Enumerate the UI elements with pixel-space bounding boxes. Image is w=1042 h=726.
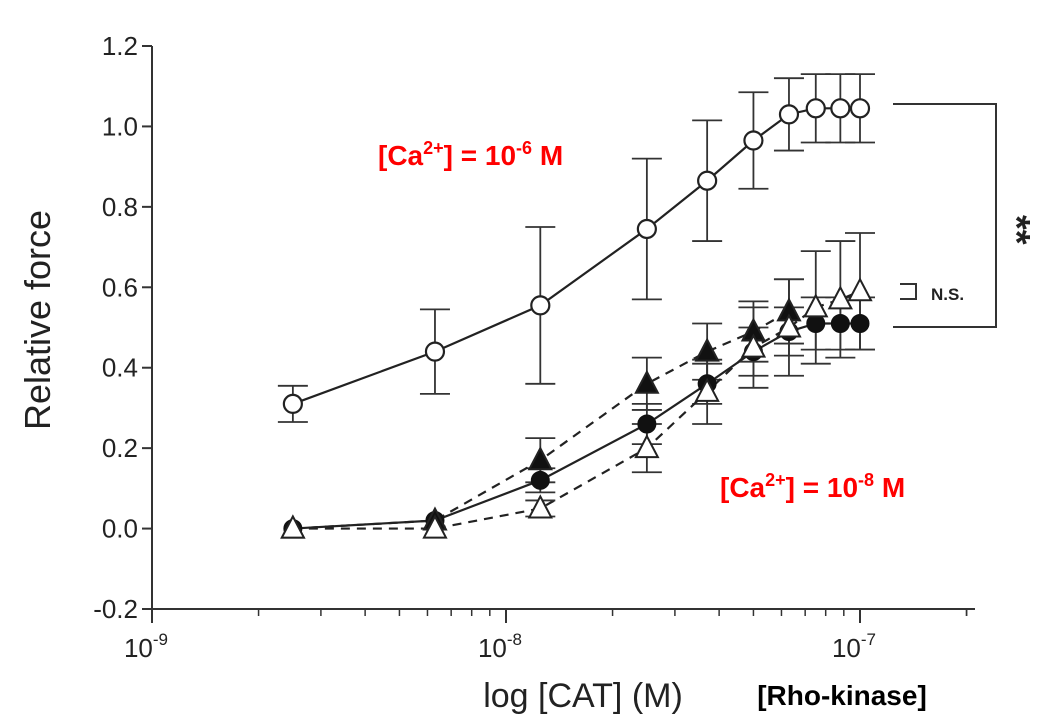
data-point	[847, 277, 873, 302]
x-axis-extra-label: [Rho-kinase]	[757, 680, 927, 711]
data-point	[827, 285, 853, 310]
data-point	[280, 514, 306, 539]
data-point	[803, 293, 829, 318]
data-point	[282, 393, 303, 415]
y-tick-label: 0.6	[102, 272, 138, 302]
x-axis-label: log [CAT] (M)	[483, 677, 683, 715]
annotation-high-calcium: [Ca2+] = 10-6 M	[378, 138, 563, 171]
significance-label: **	[995, 215, 1037, 245]
x-tick-label: 10-8	[478, 630, 522, 663]
data-point	[527, 494, 553, 519]
data-point	[424, 341, 446, 362]
y-tick-label: 1.2	[102, 31, 138, 61]
data-point	[527, 446, 553, 471]
data-point	[697, 170, 718, 191]
series-layer	[277, 73, 875, 539]
series-line	[292, 290, 861, 530]
series-line	[292, 107, 860, 405]
data-point	[850, 313, 870, 333]
series-line	[292, 322, 860, 530]
y-tick-label: 0.4	[102, 353, 138, 383]
x-tick-label: 10-9	[124, 630, 168, 663]
data-point	[830, 313, 850, 333]
data-point	[805, 98, 826, 119]
annotation-low-calcium: [Ca2+] = 10-8 M	[720, 470, 905, 503]
data-point	[776, 313, 802, 338]
ns-label: N.S.	[931, 285, 964, 304]
data-point	[743, 130, 764, 151]
data-point	[637, 414, 657, 434]
data-point	[530, 470, 550, 490]
ns-bracket	[900, 283, 917, 300]
y-tick-label: 1.0	[102, 111, 138, 141]
y-axis-label: Relative force	[17, 210, 58, 430]
data-point	[634, 433, 660, 459]
data-point	[636, 218, 657, 240]
data-point	[778, 104, 800, 125]
data-point	[694, 377, 720, 402]
significance-bracket	[893, 103, 997, 328]
data-point	[634, 369, 660, 394]
y-tick-label: -0.2	[93, 594, 138, 624]
data-point	[830, 98, 851, 119]
significance-brackets	[893, 103, 997, 328]
y-tick-label: 0.0	[102, 514, 138, 544]
y-tick-label: 0.2	[102, 433, 138, 463]
data-point	[849, 98, 871, 119]
data-point	[694, 337, 720, 362]
data-point	[740, 333, 767, 358]
y-tick-label: 0.8	[102, 192, 138, 222]
x-tick-label: 10-7	[832, 630, 876, 663]
axes: -0.2 0.0 0.2 0.4 0.6 0.8 1.0 1.2 10-9 10-8 10-7	[93, 31, 975, 663]
data-point	[530, 295, 551, 316]
data-point	[422, 514, 448, 539]
